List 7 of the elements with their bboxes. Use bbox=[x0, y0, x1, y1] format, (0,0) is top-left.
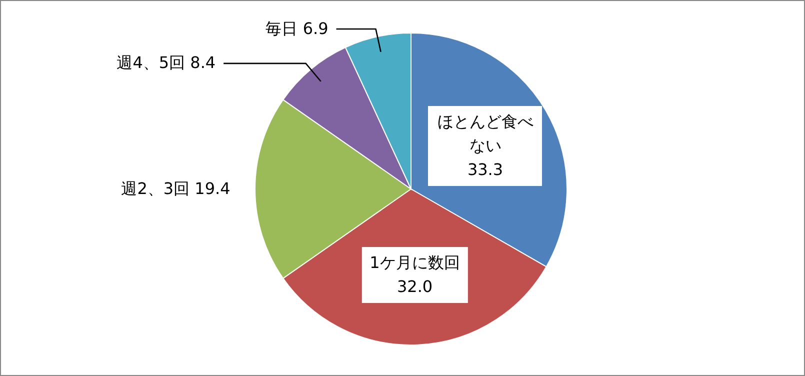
data-label: 33.3 bbox=[467, 160, 504, 180]
slice-label: 1ケ月に数回 bbox=[370, 252, 460, 272]
data-label: 32.0 bbox=[396, 276, 433, 296]
slice-label: ほとんど食べない bbox=[437, 112, 534, 156]
slice-label: 週2、3回 19.4 bbox=[121, 178, 230, 200]
slice-label: 週4、5回 8.4 bbox=[116, 52, 216, 74]
slice-label: 毎日 6.9 bbox=[266, 18, 328, 40]
